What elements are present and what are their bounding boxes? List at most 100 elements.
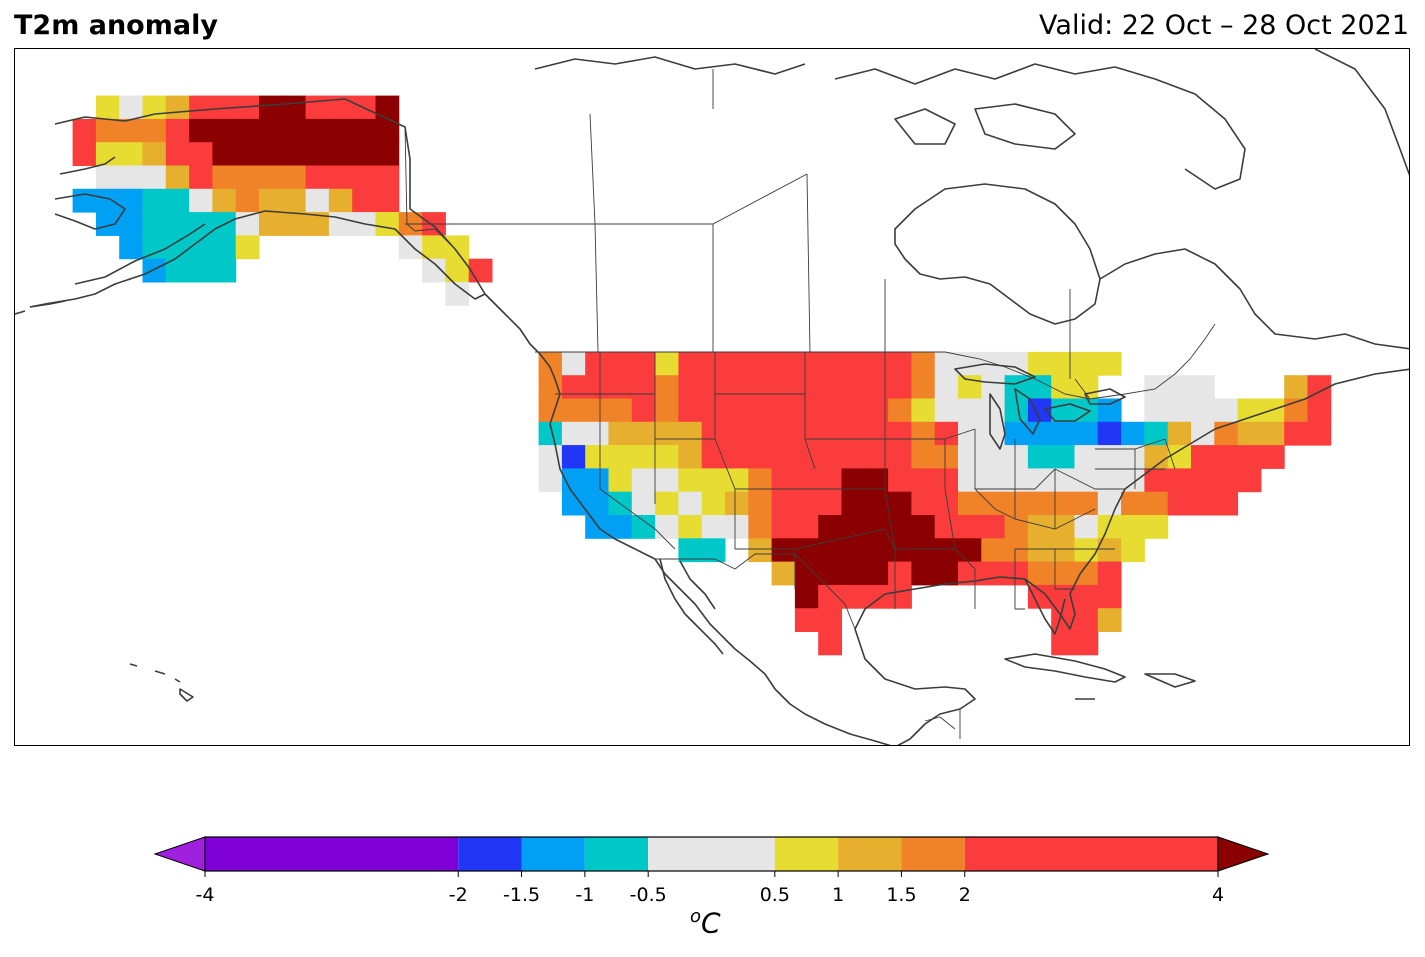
grid-cell xyxy=(911,538,936,563)
grid-cell xyxy=(841,538,866,563)
grid-cell xyxy=(818,421,842,446)
grid-cell xyxy=(1121,421,1145,446)
grid-cell xyxy=(818,584,842,609)
grid-cell xyxy=(1004,421,1029,446)
grid-cell xyxy=(189,188,213,213)
grid-cell xyxy=(585,515,609,539)
grid-cell xyxy=(1167,468,1192,493)
grid-cell xyxy=(165,258,190,283)
grid-cell xyxy=(725,398,749,423)
us-mexico-border xyxy=(655,553,856,630)
colorbar-unit-label: oC xyxy=(690,906,721,939)
grid-cell xyxy=(818,515,842,539)
grid-cell xyxy=(1097,421,1122,446)
grid-cell xyxy=(701,515,726,539)
grid-cell xyxy=(212,118,237,143)
grid-cell xyxy=(841,584,866,609)
grid-cell xyxy=(701,351,726,376)
grid-cell xyxy=(1027,515,1052,539)
grid-cell xyxy=(1097,538,1122,563)
grid-cell xyxy=(864,351,889,376)
grid-cell xyxy=(119,142,143,166)
grid-cell xyxy=(1144,398,1169,423)
grid-cell xyxy=(142,142,167,166)
grid-cell xyxy=(189,165,213,190)
grid-cell xyxy=(818,351,842,376)
grid-cell xyxy=(95,188,120,213)
grid-cell xyxy=(1097,398,1122,423)
florida-coastline xyxy=(1024,578,1066,635)
grid-cell xyxy=(794,584,819,609)
grid-cell xyxy=(212,165,237,190)
grid-cell xyxy=(119,212,143,236)
grid-cell xyxy=(1144,375,1169,399)
grid-cell xyxy=(1051,631,1075,656)
grid-cell xyxy=(725,421,749,446)
grid-cell xyxy=(1307,375,1332,399)
grid-cell xyxy=(655,375,679,399)
colorbar-bin xyxy=(838,837,902,871)
grid-cell xyxy=(794,375,819,399)
grid-cell xyxy=(1097,584,1122,609)
grid-cell xyxy=(375,188,400,213)
grid-cell xyxy=(841,351,866,376)
grid-cell xyxy=(212,235,237,260)
grid-cell xyxy=(235,188,260,213)
grid-cell xyxy=(1027,445,1052,469)
grid-cell xyxy=(328,142,353,166)
grid-cell xyxy=(818,375,842,399)
grid-cell xyxy=(1144,445,1169,469)
grid-cell xyxy=(701,421,726,446)
grid-cell xyxy=(1074,515,1099,539)
colorbar: -4 -2 -1.5 -1 -0.5 0.5 1 1.5 2 4 xyxy=(153,836,1270,906)
grid-cell xyxy=(725,468,749,493)
grid-cell xyxy=(1121,445,1145,469)
colorbar-bin xyxy=(584,837,649,871)
grid-cell xyxy=(818,608,842,632)
grid-cell xyxy=(701,375,726,399)
grid-cell xyxy=(1074,445,1099,469)
grid-cell xyxy=(888,445,912,469)
grid-cell xyxy=(282,142,307,166)
grid-cell xyxy=(1144,491,1169,516)
grid-cell xyxy=(1051,515,1075,539)
colorbar-ticks: -4 -2 -1.5 -1 -0.5 0.5 1 1.5 2 4 xyxy=(196,871,1224,906)
grid-cell xyxy=(375,118,400,143)
map-panel[interactable] xyxy=(14,48,1410,746)
grid-cell xyxy=(1097,468,1122,493)
grid-cell xyxy=(981,515,1006,539)
grid-cell xyxy=(631,398,656,423)
colorbar-tick-label: -1 xyxy=(575,884,594,906)
political-borders-layer xyxy=(404,69,1216,739)
grid-cell xyxy=(911,421,936,446)
grid-cell xyxy=(235,142,260,166)
grid-cell xyxy=(1051,398,1075,423)
grid-cell xyxy=(748,445,773,469)
colorbar-over-arrow xyxy=(1217,836,1270,872)
grid-cell xyxy=(165,188,190,213)
grid-cell xyxy=(561,375,586,399)
grid-cell xyxy=(608,515,633,539)
grid-cell xyxy=(771,375,796,399)
grid-cell xyxy=(1191,375,1215,399)
grid-cell xyxy=(888,421,912,446)
grid-cell xyxy=(1121,468,1145,493)
grid-cell xyxy=(305,165,330,190)
grid-cell xyxy=(585,375,609,399)
grid-cell xyxy=(585,398,609,423)
grid-cell xyxy=(958,561,982,586)
grid-cell xyxy=(934,561,959,586)
grid-cell xyxy=(1167,445,1192,469)
grid-cell xyxy=(119,165,143,190)
grid-cell xyxy=(352,165,376,190)
grid-cell xyxy=(1260,445,1285,469)
grid-cell xyxy=(655,468,679,493)
colorbar-tick-label: 2 xyxy=(959,884,971,906)
grid-cell xyxy=(95,118,120,143)
grid-cell xyxy=(725,515,749,539)
grid-cell xyxy=(1027,398,1052,423)
grid-cell xyxy=(981,491,1006,516)
colorbar-outline xyxy=(204,836,1219,872)
grid-cell xyxy=(72,118,97,143)
grid-cell xyxy=(678,351,703,376)
